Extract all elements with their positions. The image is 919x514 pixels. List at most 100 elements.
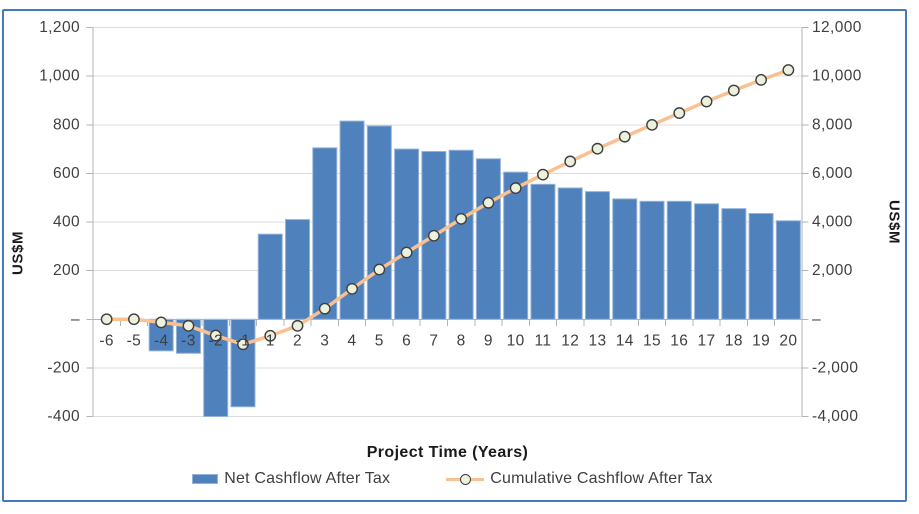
left-axis-tick-label: -200 (47, 359, 80, 376)
x-axis-label-18: 18 (725, 333, 743, 350)
x-axis-label-7: 7 (429, 333, 438, 350)
x-axis-label-8: 8 (457, 333, 466, 350)
marker-year-2[interactable] (291, 319, 304, 332)
line-series-swatch-icon (446, 473, 485, 485)
left-axis-tick-label: 1,000 (39, 68, 80, 85)
bar-year-19[interactable] (748, 212, 774, 320)
x-axis-label-6: 6 (402, 333, 411, 350)
x-axis-label-20: 20 (779, 333, 797, 350)
marker-year-11[interactable] (537, 168, 549, 181)
x-axis-label-11: 11 (534, 333, 551, 350)
x-axis-label-1: 1 (266, 333, 275, 350)
marker-year-16[interactable] (673, 107, 686, 119)
x-axis-label-9: 9 (484, 333, 493, 350)
left-axis-tick-label: -400 (47, 408, 80, 425)
legend-item-cumulative-cashflow[interactable]: Cumulative Cashflow After Tax (446, 470, 713, 488)
right-axis-tick-label: – (812, 311, 821, 328)
marker-year--3[interactable] (182, 319, 195, 332)
left-axis-tick-label: 1,200 (39, 19, 80, 36)
right-axis-tick-label: -4,000 (812, 408, 858, 425)
marker-year--6[interactable] (100, 313, 113, 326)
marker-year-5[interactable] (373, 263, 386, 276)
x-axis-label--4: -4 (154, 333, 169, 350)
marker-year--2[interactable] (209, 329, 222, 342)
legend-label-cumulative-cashflow: Cumulative Cashflow After Tax (490, 470, 713, 487)
bar-year-11[interactable] (530, 183, 556, 320)
legend-item-net-cashflow[interactable]: Net Cashflow After Tax (192, 470, 390, 488)
marker-year--5[interactable] (128, 313, 140, 326)
marker-year-15[interactable] (646, 118, 658, 131)
x-axis-label-4: 4 (348, 333, 357, 350)
x-axis-label--3: -3 (181, 333, 196, 350)
x-axis-label-2: 2 (293, 333, 302, 350)
left-axis-tick-label: 600 (53, 165, 80, 182)
bar-year-20[interactable] (775, 220, 801, 320)
x-axis-label-15: 15 (643, 333, 661, 350)
bar-year-16[interactable] (666, 200, 692, 320)
right-axis-tick-label: 2,000 (812, 262, 853, 279)
right-axis-tick-label: -2,000 (812, 359, 858, 376)
x-axis-label-14: 14 (616, 333, 634, 350)
left-axis-tick-label: 200 (53, 262, 80, 279)
bar-year-15[interactable] (639, 200, 665, 320)
marker-year--1[interactable] (237, 338, 249, 351)
bar-year-5[interactable] (366, 125, 392, 320)
bar-year-6[interactable] (394, 148, 420, 320)
right-axis-tick-label: 10,000 (812, 68, 862, 85)
legend: Net Cashflow After Tax Cumulative Cashfl… (95, 470, 810, 488)
x-axis-label--5: -5 (127, 333, 142, 350)
bar-year-12[interactable] (557, 187, 583, 320)
x-axis-title: Project Time (Years) (366, 444, 529, 461)
marker-year-17[interactable] (700, 95, 713, 108)
left-axis-title: US$M (9, 230, 27, 276)
marker-year-10[interactable] (509, 182, 522, 194)
marker-year-3[interactable] (318, 302, 331, 315)
x-axis-label-19: 19 (752, 333, 770, 350)
marker-year-20[interactable] (782, 64, 795, 76)
marker-year-14[interactable] (618, 130, 631, 143)
marker-year--4[interactable] (155, 316, 168, 329)
bar-year-14[interactable] (612, 198, 638, 320)
right-axis-title: US$M (885, 199, 903, 245)
x-axis-label-10: 10 (507, 333, 525, 350)
bar-year-17[interactable] (694, 203, 720, 320)
x-axis-label--1: -1 (236, 333, 251, 350)
bar-year-8[interactable] (448, 149, 474, 320)
marker-year-13[interactable] (591, 142, 604, 155)
marker-year-9[interactable] (482, 196, 495, 209)
x-axis-label-13: 13 (588, 333, 606, 350)
marker-year-6[interactable] (400, 246, 413, 259)
x-axis-label--6: -6 (99, 333, 114, 350)
line-marker-dot-icon (460, 473, 472, 485)
right-axis-tick-label: 12,000 (812, 19, 862, 36)
marker-year-1[interactable] (264, 329, 277, 342)
x-axis-label-3: 3 (320, 333, 329, 350)
bar-year-13[interactable] (584, 191, 610, 320)
x-axis-label-17: 17 (698, 333, 716, 350)
bar-series-swatch-icon (192, 474, 219, 484)
marker-year-8[interactable] (455, 212, 468, 225)
left-axis-tick-label: 400 (53, 214, 80, 231)
marker-year-7[interactable] (427, 229, 440, 242)
marker-year-19[interactable] (755, 73, 767, 86)
left-axis-tick-label: 800 (53, 116, 80, 133)
bar-year-1[interactable] (257, 233, 283, 320)
x-axis-label-5: 5 (375, 333, 384, 350)
marker-year-18[interactable] (727, 84, 740, 97)
right-axis-tick-label: 8,000 (812, 116, 853, 133)
bar-year-3[interactable] (312, 147, 338, 320)
bar-year-2[interactable] (285, 219, 311, 320)
legend-label-net-cashflow: Net Cashflow After Tax (224, 470, 391, 487)
bar-year-9[interactable] (475, 158, 501, 320)
right-axis-tick-label: 6,000 (812, 165, 853, 182)
marker-year-12[interactable] (564, 155, 577, 168)
right-axis-tick-label: 4,000 (812, 214, 853, 231)
x-axis-label-16: 16 (670, 333, 688, 350)
x-axis-label-12: 12 (561, 333, 579, 350)
left-axis-tick-label: – (71, 311, 80, 328)
marker-year-4[interactable] (346, 282, 358, 295)
x-axis-label--2: -2 (208, 333, 223, 350)
bar-year-18[interactable] (721, 208, 747, 320)
